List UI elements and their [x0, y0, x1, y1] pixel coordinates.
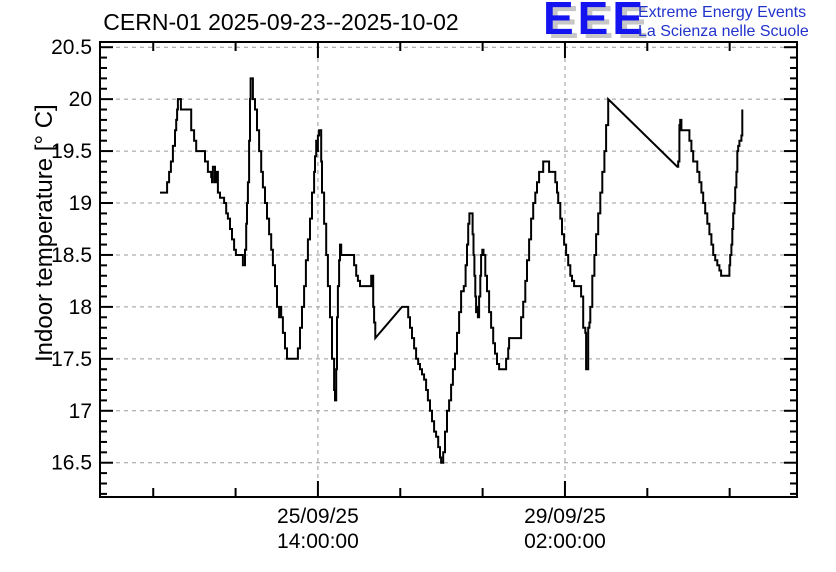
y-tick-label: 20: [69, 88, 92, 111]
eee-logo-line1: Extreme Energy Events: [638, 4, 807, 21]
plot-frame: [99, 41, 798, 498]
y-tick-label: 18.5: [51, 244, 92, 267]
y-tick-label: 20.5: [51, 36, 92, 59]
y-tick-label: 17: [69, 400, 92, 423]
y-tick-label: 16.5: [51, 452, 92, 475]
plot-grid: [100, 42, 797, 497]
chart-title: CERN-01 2025-09-23--2025-10-02: [103, 9, 459, 35]
y-tick-label: 18: [69, 296, 92, 319]
eee-logo-text: Extreme Energy Events La Scienza nelle S…: [638, 3, 809, 41]
y-tick-label: 19.5: [51, 140, 92, 163]
plot-series: [160, 77, 744, 464]
temperature-series-line: [160, 77, 744, 464]
y-tick-label: 17.5: [51, 348, 92, 371]
axis-tick-labels: 20.5 20 19.5 19 18.5 18 17.5 17 16.5 25/09/25 14:0…: [51, 36, 606, 553]
eee-logo-line2: La Scienza nelle Scuole: [638, 23, 809, 40]
plot-ticks: [100, 42, 797, 497]
x-tick-label: 25/09/25 14:00:00: [277, 505, 359, 553]
y-tick-label: 19: [69, 192, 92, 215]
x-tick-label: 29/09/25 02:00:00: [524, 505, 606, 553]
eee-logo-acronym: EEE: [543, 0, 648, 44]
